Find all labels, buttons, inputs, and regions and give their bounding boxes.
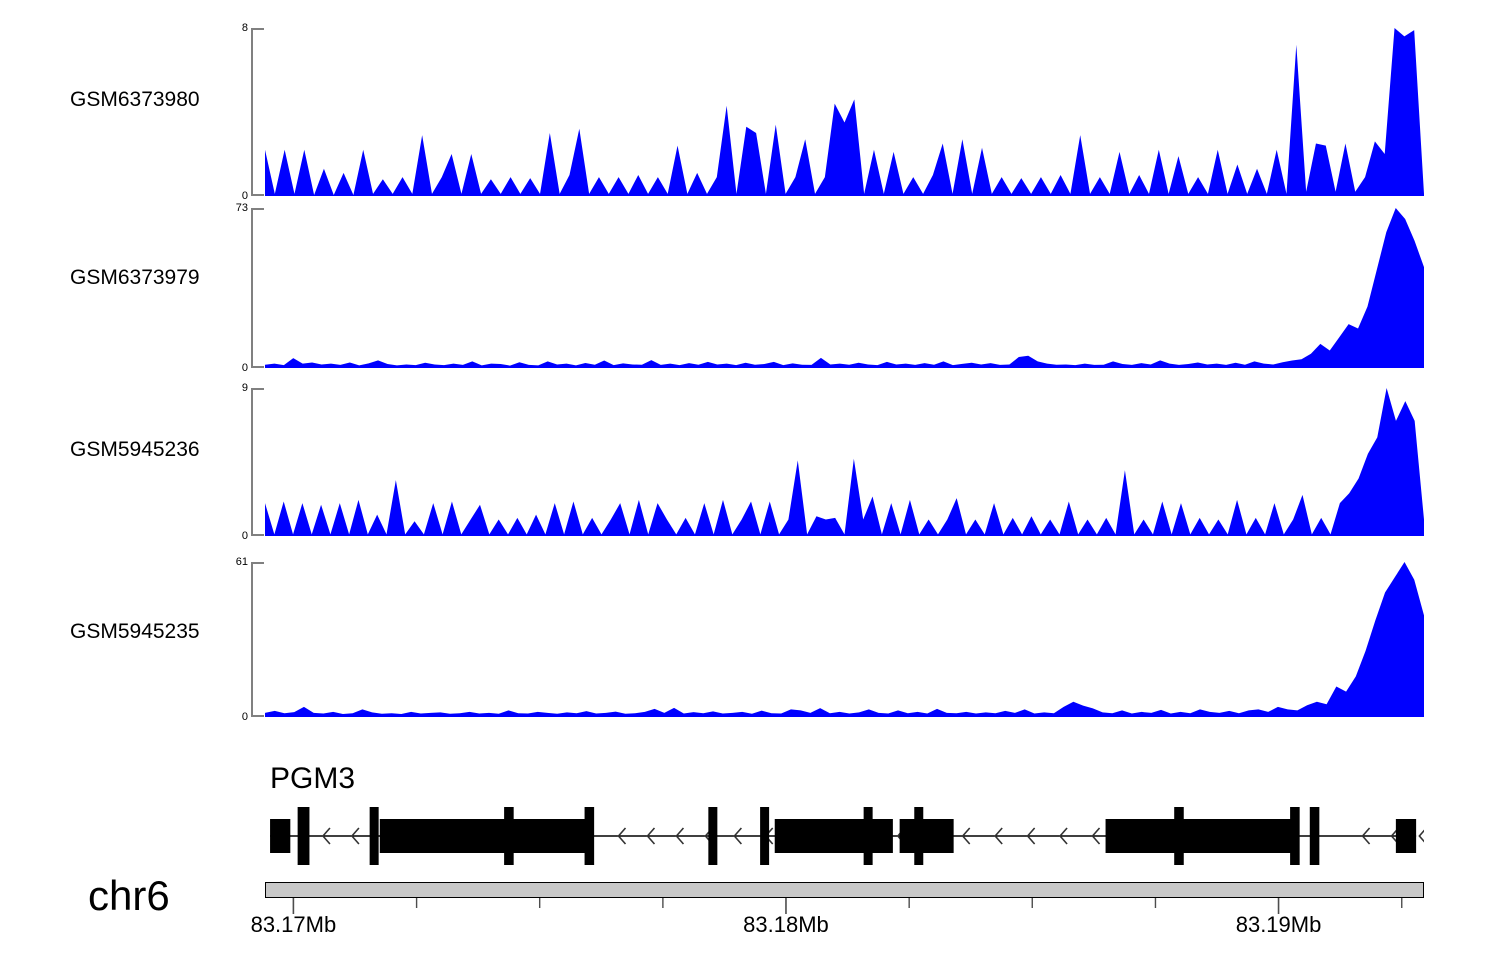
exon-block xyxy=(270,819,291,853)
axis-bracket xyxy=(251,28,264,196)
exon-block xyxy=(914,807,924,865)
axis-bracket xyxy=(251,388,264,536)
strand-arrow-icon xyxy=(1418,829,1424,843)
gene-exons xyxy=(270,807,1417,865)
axis-min-label: 0 xyxy=(241,530,248,542)
strand-arrow-icon xyxy=(1026,827,1036,845)
strand-arrow-icon xyxy=(1361,827,1371,845)
track-label: GSM6373980 xyxy=(70,88,200,111)
track-label: GSM6373979 xyxy=(70,266,200,289)
strand-arrow-icon xyxy=(733,827,742,845)
axis-max-label: 73 xyxy=(235,202,248,214)
strand-arrow-icon xyxy=(321,827,331,845)
axis-min-label: 0 xyxy=(241,190,248,202)
coverage-path xyxy=(265,28,1424,196)
axis-max-label: 9 xyxy=(241,382,248,394)
axis-tick-label: 83.17Mb xyxy=(250,912,337,937)
exon-block xyxy=(1174,807,1184,865)
exon-block xyxy=(1395,819,1417,853)
exon-block xyxy=(297,807,310,865)
exon-block xyxy=(760,807,770,865)
coverage-area-chart xyxy=(265,562,1424,717)
strand-arrow-icon xyxy=(646,827,656,845)
track-axis: 61 0 xyxy=(232,556,264,723)
chromosome-ideogram-bar[interactable] xyxy=(265,882,1424,898)
track-axis: 73 0 xyxy=(232,202,264,374)
coverage-area-chart xyxy=(265,28,1424,196)
coverage-path xyxy=(265,388,1424,536)
axis-max-label: 61 xyxy=(235,556,248,568)
strand-arrow-icon xyxy=(961,827,971,845)
exon-block xyxy=(1290,807,1300,865)
coverage-area-chart xyxy=(265,388,1424,536)
coverage-track-GSM5945235: GSM5945235 61 0 xyxy=(0,556,1500,723)
coverage-path xyxy=(265,562,1424,717)
axis-tick-label: 83.18Mb xyxy=(743,912,829,937)
axis-min-label: 0 xyxy=(241,711,248,723)
strand-arrow-icon xyxy=(350,827,360,845)
axis-tick-svg xyxy=(292,898,1403,914)
exon-block xyxy=(504,807,514,865)
track-axis: 9 0 xyxy=(232,382,264,542)
coverage-plot-area xyxy=(265,388,1424,536)
axis-bracket xyxy=(251,208,264,368)
track-label: GSM5945236 xyxy=(70,438,200,461)
coverage-plot-area xyxy=(265,562,1424,717)
coverage-path xyxy=(265,208,1424,368)
strand-arrow-icon xyxy=(994,827,1003,845)
exon-block xyxy=(379,819,592,853)
exon-block xyxy=(1105,819,1300,853)
axis-bracket xyxy=(251,562,264,717)
coverage-track-GSM5945236: GSM5945236 9 0 xyxy=(0,382,1500,542)
gene-model-svg xyxy=(270,807,1424,865)
exon-block xyxy=(863,807,873,865)
exon-block xyxy=(774,819,893,853)
gene-name-label: PGM3 xyxy=(270,762,356,795)
coverage-plot-area xyxy=(265,208,1424,368)
chromosome-label: chr6 xyxy=(88,872,170,919)
strand-arrow-icon xyxy=(675,827,685,845)
gene-model-track[interactable] xyxy=(265,805,1424,867)
coverage-track-GSM6373979: GSM6373979 73 0 xyxy=(0,202,1500,374)
genome-axis-ticks xyxy=(265,898,1424,948)
strand-arrow-icon xyxy=(1091,827,1101,845)
exon-block xyxy=(584,807,595,865)
exon-block xyxy=(1309,807,1320,865)
track-label: GSM5945235 xyxy=(70,620,200,643)
axis-tick-label: 83.19Mb xyxy=(1235,912,1322,937)
exon-block xyxy=(369,807,379,865)
exon-block xyxy=(899,819,954,853)
coverage-plot-area xyxy=(265,28,1424,196)
axis-max-label: 8 xyxy=(241,22,248,34)
coverage-area-chart xyxy=(265,208,1424,368)
coverage-track-GSM6373980: GSM6373980 8 0 xyxy=(0,22,1500,202)
strand-arrow-icon xyxy=(1059,827,1068,845)
track-axis: 8 0 xyxy=(232,22,264,202)
strand-arrow-icon xyxy=(617,827,627,845)
axis-min-label: 0 xyxy=(241,362,248,374)
exon-block xyxy=(708,807,718,865)
